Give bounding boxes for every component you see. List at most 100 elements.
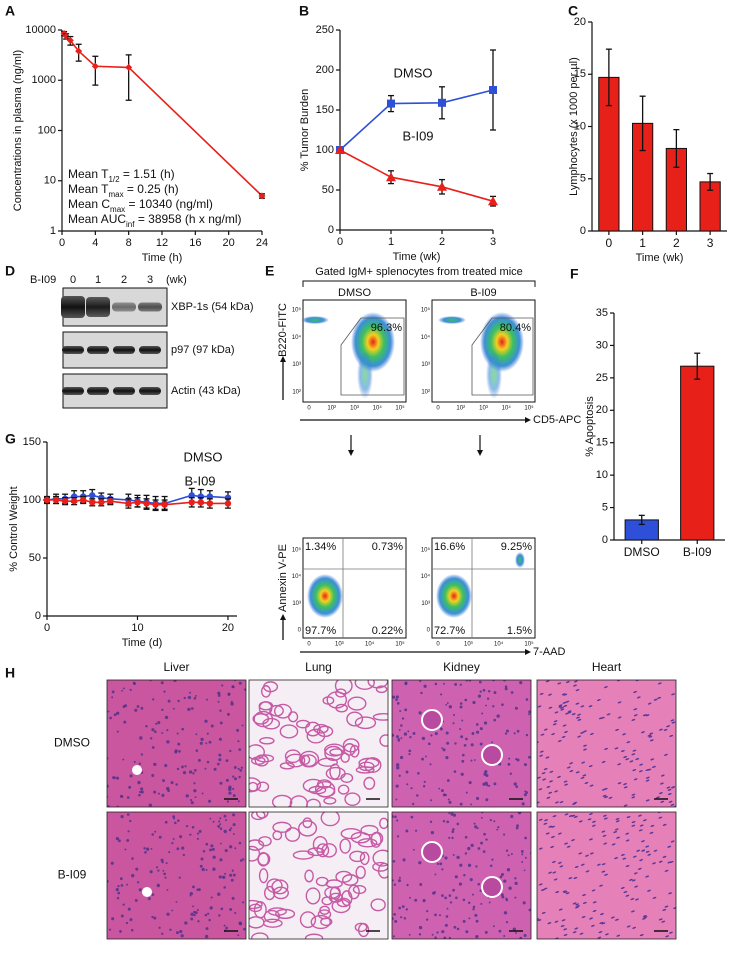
- alveolar-wall: [296, 719, 311, 729]
- nucleus: [197, 920, 200, 923]
- nucleus: [241, 858, 245, 861]
- nucleus: [543, 822, 548, 825]
- flow-tick: 10⁴: [373, 405, 383, 412]
- nucleus: [643, 916, 648, 919]
- nucleus: [223, 924, 226, 927]
- nucleus: [573, 815, 578, 818]
- series-label: DMSO: [394, 65, 433, 80]
- nucleus: [670, 719, 675, 722]
- nucleus: [557, 832, 562, 835]
- alveolar-wall: [260, 685, 272, 698]
- nucleus: [614, 828, 619, 831]
- nucleus: [230, 702, 234, 706]
- nucleus: [572, 931, 577, 934]
- nucleus: [434, 936, 437, 939]
- nucleus: [543, 768, 548, 771]
- nucleus: [633, 690, 637, 694]
- nucleus: [557, 861, 562, 864]
- nucleus: [462, 898, 466, 902]
- density: [436, 574, 472, 618]
- nucleus: [407, 730, 410, 733]
- nucleus: [442, 793, 446, 797]
- nucleus: [472, 908, 475, 911]
- annotation: Mean T1/2 = 1.51 (h): [68, 167, 175, 183]
- nucleus: [635, 758, 640, 761]
- alveolar-wall: [271, 794, 293, 807]
- nucleus: [240, 766, 244, 769]
- nucleus: [237, 934, 240, 937]
- nucleus: [632, 749, 637, 752]
- nucleus: [187, 695, 192, 700]
- marker: [75, 47, 83, 55]
- nucleus: [434, 732, 438, 736]
- nucleus: [585, 870, 590, 873]
- alveolar-wall: [372, 849, 388, 867]
- nucleus: [107, 784, 109, 788]
- nucleus: [238, 841, 242, 845]
- nucleus: [559, 801, 564, 804]
- nucleus: [573, 680, 578, 683]
- lane-label: 0: [70, 274, 76, 286]
- nucleus: [399, 709, 402, 713]
- y-tick-label: 15: [574, 68, 586, 80]
- nucleus: [193, 697, 197, 700]
- nucleus: [127, 907, 131, 911]
- nucleus: [510, 852, 513, 856]
- alveolar-wall: [284, 827, 301, 842]
- nucleus: [397, 879, 402, 883]
- alveolar-wall: [313, 723, 329, 734]
- alveolar-wall: [354, 922, 368, 933]
- nucleus: [396, 766, 400, 770]
- nucleus: [144, 851, 147, 854]
- nucleus: [132, 681, 136, 685]
- nucleus: [633, 714, 638, 717]
- nucleus: [631, 718, 636, 721]
- nucleus: [152, 698, 155, 701]
- nucleus: [604, 796, 608, 799]
- nucleus: [611, 843, 616, 846]
- nucleus: [404, 682, 408, 686]
- series-label: B-I09: [184, 473, 215, 488]
- y-tick-label: 20: [596, 404, 608, 416]
- nucleus: [172, 815, 176, 818]
- nucleus: [112, 776, 115, 779]
- nucleus: [475, 865, 478, 868]
- nucleus: [423, 684, 427, 688]
- nucleus: [157, 792, 160, 795]
- alveolar-wall: [340, 752, 350, 763]
- nucleus: [465, 930, 469, 934]
- alveolar-wall: [343, 743, 356, 756]
- nucleus: [218, 753, 222, 757]
- alveolar-wall: [273, 703, 292, 719]
- nucleus: [550, 835, 555, 839]
- alveolar-wall: [275, 908, 296, 920]
- y-axis-label: % Tumor Burden: [299, 89, 311, 172]
- nucleus: [204, 913, 208, 917]
- nucleus: [448, 836, 451, 839]
- nucleus: [625, 894, 630, 897]
- nucleus: [429, 820, 433, 824]
- nucleus: [429, 799, 433, 802]
- tissue: [537, 812, 676, 939]
- nucleus: [454, 682, 458, 686]
- nucleus: [233, 777, 237, 781]
- nucleus: [506, 868, 511, 872]
- nucleus: [581, 761, 586, 764]
- nucleus: [151, 833, 154, 836]
- nucleus: [219, 817, 222, 820]
- nucleus: [156, 883, 160, 888]
- nucleus: [557, 775, 561, 778]
- nucleus: [563, 891, 568, 894]
- nucleus: [550, 845, 554, 848]
- y-tick-label: 100: [38, 124, 56, 136]
- nucleus: [666, 786, 671, 789]
- nucleus: [671, 721, 676, 724]
- nucleus: [541, 772, 546, 775]
- annotation: Mean Cmax = 10340 (ng/ml): [68, 197, 213, 213]
- nucleus: [590, 924, 595, 927]
- alveolar-wall: [354, 680, 375, 690]
- nucleus: [212, 867, 216, 871]
- nucleus: [394, 919, 398, 923]
- nucleus: [445, 756, 449, 760]
- nucleus: [218, 737, 222, 741]
